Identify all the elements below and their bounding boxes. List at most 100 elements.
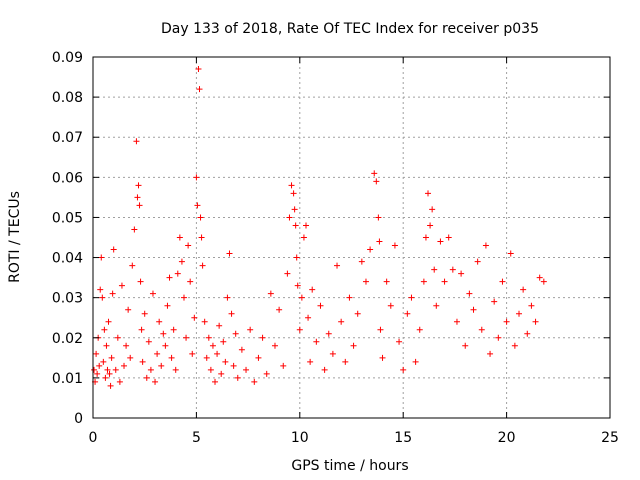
y-tick-label: 0 — [74, 411, 83, 427]
data-point — [205, 334, 212, 341]
data-point — [532, 318, 539, 325]
data-point — [482, 242, 489, 249]
data-point — [354, 310, 361, 317]
data-point — [135, 182, 142, 189]
chart-title: Day 133 of 2018, Rate Of TEC Index for r… — [161, 21, 539, 37]
data-point — [203, 354, 210, 361]
grid-lines — [93, 57, 610, 418]
data-point — [131, 226, 138, 233]
data-point — [91, 366, 98, 373]
data-point — [134, 194, 141, 201]
y-tick-label: 0.01 — [52, 371, 83, 387]
y-tick-label: 0.05 — [52, 210, 83, 226]
x-tick-label: 25 — [601, 430, 619, 446]
data-point — [391, 242, 398, 249]
data-point — [383, 278, 390, 285]
data-point — [416, 326, 423, 333]
data-point — [160, 330, 167, 337]
data-point — [298, 294, 305, 301]
data-point — [238, 346, 245, 353]
data-point — [209, 342, 216, 349]
data-point — [420, 278, 427, 285]
data-point — [466, 290, 473, 297]
data-point — [243, 366, 250, 373]
data-point — [458, 270, 465, 277]
data-point — [291, 206, 298, 213]
data-point — [183, 334, 190, 341]
data-point — [317, 302, 324, 309]
data-point — [313, 338, 320, 345]
data-point — [121, 362, 128, 369]
data-point — [116, 378, 123, 385]
data-point — [280, 362, 287, 369]
data-point — [139, 358, 146, 365]
x-tick-label: 20 — [498, 430, 516, 446]
y-axis-label: ROTI / TECUs — [7, 191, 23, 283]
data-point — [198, 234, 205, 241]
data-point — [288, 182, 295, 189]
y-tick-labels: 0 0.01 0.02 0.03 0.04 0.05 0.06 0.07 0.08 0.09 — [52, 50, 83, 427]
data-point — [141, 310, 148, 317]
data-point — [487, 350, 494, 357]
data-point — [284, 270, 291, 277]
data-point — [453, 318, 460, 325]
data-point — [350, 342, 357, 349]
data-point — [425, 190, 432, 197]
data-point — [478, 326, 485, 333]
data-point — [516, 310, 523, 317]
data-point — [286, 214, 293, 221]
data-point — [259, 334, 266, 341]
data-point — [199, 262, 206, 269]
data-point — [94, 370, 101, 377]
data-point — [133, 138, 140, 145]
data-point — [114, 334, 121, 341]
y-tick-label: 0.04 — [52, 251, 83, 267]
data-point — [373, 178, 380, 185]
data-point — [218, 370, 225, 377]
x-tick-label: 15 — [394, 430, 412, 446]
data-point — [104, 366, 111, 373]
data-point — [214, 350, 221, 357]
data-point — [207, 366, 214, 373]
y-tick-label: 0.06 — [52, 170, 83, 186]
data-point — [176, 234, 183, 241]
data-point — [379, 354, 386, 361]
plot-frame — [92, 56, 611, 419]
data-point — [325, 330, 332, 337]
data-point — [412, 358, 419, 365]
data-point — [422, 234, 429, 241]
data-point — [232, 330, 239, 337]
data-point — [105, 318, 112, 325]
data-point — [226, 250, 233, 257]
data-point — [290, 190, 297, 197]
data-point — [371, 170, 378, 177]
data-point — [437, 238, 444, 245]
data-point — [230, 362, 237, 369]
data-point — [362, 278, 369, 285]
data-point — [474, 258, 481, 265]
data-point — [375, 214, 382, 221]
data-point — [263, 370, 270, 377]
data-point — [346, 294, 353, 301]
data-point — [143, 374, 150, 381]
x-tick-label: 5 — [192, 430, 201, 446]
y-tick-label: 0.02 — [52, 331, 83, 347]
data-point — [174, 270, 181, 277]
data-point — [212, 378, 219, 385]
data-point — [125, 306, 132, 313]
data-point — [108, 354, 115, 361]
data-point — [449, 266, 456, 273]
data-point — [528, 302, 535, 309]
data-point — [305, 314, 312, 321]
data-point — [255, 354, 262, 361]
data-point — [536, 274, 543, 281]
data-point — [387, 302, 394, 309]
data-point — [191, 314, 198, 321]
data-point — [106, 370, 113, 377]
data-point — [216, 322, 223, 329]
data-point — [136, 202, 143, 209]
data-point — [178, 258, 185, 265]
data-point — [154, 350, 161, 357]
data-point — [338, 318, 345, 325]
data-point — [540, 278, 547, 285]
